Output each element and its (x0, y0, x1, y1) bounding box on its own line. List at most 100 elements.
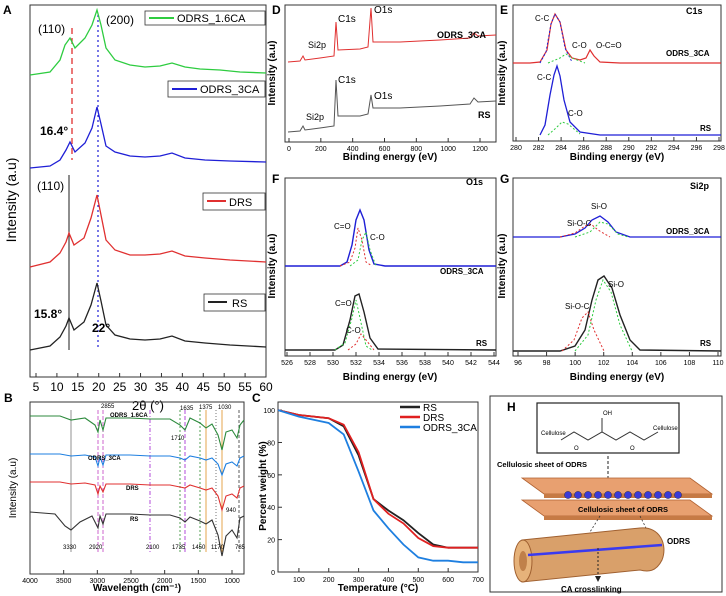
tick-label: 100 (263, 408, 275, 415)
panel-d-letter: D (272, 3, 281, 17)
tick-label: 1500 (191, 578, 207, 585)
zoom-guide-left (584, 515, 601, 541)
g-sio-top: Si-O (591, 202, 607, 211)
tick-label: 536 (396, 360, 408, 367)
panel-a-ann-22: 22° (92, 321, 110, 335)
panel-h: H OH O O Cellulose Cellulose Cellulosic … (489, 395, 723, 594)
panel-g-ylabel: Intensity (a.u) (497, 233, 508, 298)
panel-a-ann-110-top: (110) (38, 22, 65, 36)
tick-label: 540 (442, 360, 454, 367)
tick-label: 400 (347, 146, 359, 153)
panel-f-co-rs (347, 333, 375, 351)
panel-a-ann-200: (200) (106, 13, 134, 27)
panel-d-frame (284, 4, 497, 143)
panel-g-fit-odrs-3ca (513, 215, 721, 238)
tick-label: 500 (412, 577, 424, 584)
panel-d-curve-odrs-3ca (287, 7, 497, 63)
panel-e-xlabel: Binding energy (eV) (570, 152, 664, 163)
crosslink-bead (564, 491, 572, 499)
panel-f-title: O1s (466, 177, 483, 187)
tick-label: 55 (238, 380, 252, 394)
peak-785: 785 (235, 545, 246, 551)
sheet-bottom-edge (544, 516, 712, 520)
peak-1635: 1635 (180, 406, 194, 412)
tick-label: 102 (598, 360, 610, 367)
panel-b-curve-odrs-3ca (30, 453, 245, 477)
tick-label: 532 (350, 360, 362, 367)
crosslink-bead (574, 491, 582, 499)
panel-g-xticks: 96 98 100 102 104 106 108 110 (514, 352, 724, 367)
tick-label: 25 (113, 380, 127, 394)
panel-g-sio-odrs-3ca (574, 221, 629, 238)
panel-a-curve-rs (29, 282, 267, 351)
d-si2p-top: Si2p (308, 40, 326, 50)
panel-g-frame (512, 177, 722, 357)
structure-oh: OH (603, 411, 612, 417)
d-si2p-bottom: Si2p (306, 112, 324, 122)
tick-label: 110 (712, 360, 723, 367)
panel-b-ylabel: Intensity (a.u) (8, 458, 19, 519)
panel-d: D Intensity (a.u) Binding energy (eV) 0 2… (267, 3, 497, 163)
e-co-bottom: C-O (568, 109, 583, 118)
tga-series-drs (277, 409, 478, 549)
crosslink-bead (634, 491, 642, 499)
tick-label: 40 (267, 505, 275, 512)
structure-o-right: O (630, 446, 635, 452)
d-name-bottom: RS (478, 110, 491, 120)
tick-label: 528 (304, 360, 316, 367)
tick-label: 600 (442, 577, 454, 584)
structure-o-left: O (574, 446, 579, 452)
fiber-body (521, 527, 665, 583)
crosslink-bead (614, 491, 622, 499)
panel-e-fit-odrs-3ca (513, 12, 721, 64)
tick-label: 1000 (440, 146, 456, 153)
panel-f-ylabel: Intensity (a.u) (267, 233, 278, 298)
panel-b-letter: B (4, 391, 13, 405)
g-name-top: ODRS_3CA (666, 227, 710, 236)
panel-b-label-rs: RS (130, 517, 138, 523)
e-name-bottom: RS (700, 124, 712, 133)
f-name-top: ODRS_3CA (440, 267, 484, 276)
panel-a-ylabel: Intensity (a.u) (3, 158, 19, 243)
panel-g-fit-rs (513, 275, 722, 352)
tick-label: 534 (373, 360, 385, 367)
e-name-top: ODRS_3CA (666, 49, 710, 58)
tick-label: 60 (267, 473, 275, 480)
panel-b-label-odrs-1.6ca: ODRS_1.6CA (110, 413, 148, 419)
legend-label-rs: RS (232, 298, 247, 310)
panel-f-frame (284, 177, 497, 357)
panel-c-ylabel: Percent weight (%) (258, 441, 269, 530)
tick-label: 298 (713, 145, 725, 152)
tick-label: 530 (327, 360, 339, 367)
crosslink-bead (624, 491, 632, 499)
panel-e-co-component-odrs-3ca (547, 53, 586, 64)
tick-label: 282 (533, 145, 545, 152)
panel-g-sio-rs (574, 278, 633, 352)
tick-label: 526 (281, 360, 293, 367)
crosslink-beads (564, 491, 682, 499)
panel-e-annotations: C-C C-O O-C=O ODRS_3CA C-C C-O RS (535, 14, 712, 133)
tick-label: 35 (155, 380, 169, 394)
panel-b-curve-rs (29, 511, 245, 557)
panel-b-markers (70, 410, 240, 552)
e-co-top: C-O (572, 41, 587, 50)
legend-odrs-3ca (167, 80, 266, 98)
tick-label: 700 (472, 577, 484, 584)
tick-label: 100 (569, 360, 581, 367)
crosslink-bead (674, 491, 682, 499)
legend-label-odrs-3ca: ODRS_3CA (200, 84, 260, 96)
e-oco: O-C=O (596, 41, 622, 50)
structure-cellulose-right: Cellulose (653, 426, 678, 432)
panel-d-ylabel: Intensity (a.u) (267, 40, 278, 105)
tick-label: 544 (488, 360, 500, 367)
panel-b-curve-odrs-1.6ca (30, 415, 245, 451)
peak-2855: 2855 (101, 404, 115, 410)
tick-label: 1000 (224, 578, 240, 585)
panel-b-frame (29, 401, 245, 575)
panel-f-annotations: C=O C-O ODRS_3CA C=O C-O RS (334, 222, 488, 348)
legend-drs (202, 192, 266, 211)
panel-c-frame (277, 401, 479, 573)
panel-g-sioc-odrs-3ca (559, 223, 611, 238)
panel-e-ylabel: Intensity (a.u) (497, 40, 508, 105)
d-name-top: ODRS_3CA (437, 30, 487, 40)
